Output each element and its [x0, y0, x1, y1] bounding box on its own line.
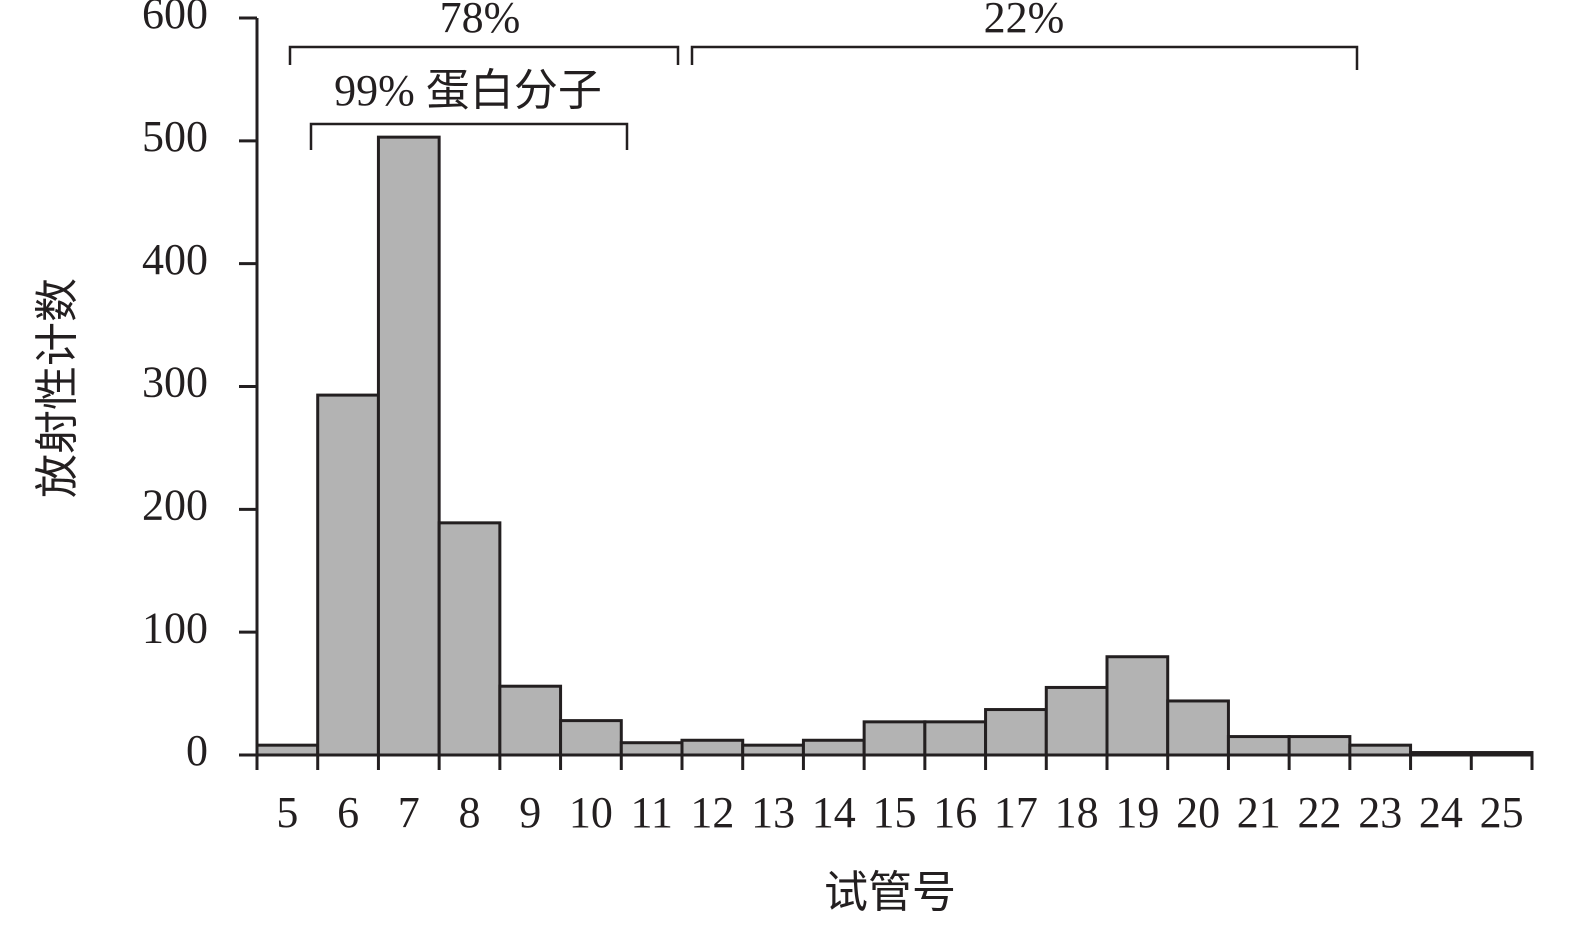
bar	[437, 521, 502, 757]
bar	[801, 738, 866, 757]
bar	[1287, 735, 1352, 757]
x-tick-label: 6	[337, 788, 359, 837]
y-tick-label: 500	[142, 112, 208, 161]
x-tick-label: 11	[630, 788, 672, 837]
x-tick-label: 12	[690, 788, 734, 837]
x-tick-label: 8	[459, 788, 481, 837]
bar	[1166, 699, 1230, 757]
y-axis-label: 放射性计数	[33, 278, 82, 498]
bar	[1105, 655, 1170, 757]
y-tick-label: 300	[142, 358, 208, 407]
annotation: 78%	[440, 0, 521, 42]
x-axis-label: 试管号	[824, 868, 956, 917]
x-tick-label: 23	[1358, 788, 1402, 837]
y-tick-label: 600	[142, 0, 208, 38]
x-tick-label: 17	[994, 788, 1038, 837]
y-tick-label: 100	[142, 603, 208, 652]
y-tick-label: 0	[186, 726, 208, 775]
x-tick-label: 16	[933, 788, 977, 837]
bar	[680, 738, 745, 757]
y-tick-label: 200	[142, 480, 208, 529]
x-tick-label: 14	[812, 788, 856, 837]
x-tick-label: 5	[276, 788, 298, 837]
bracket	[288, 45, 680, 65]
annotation: 99% 蛋白分子	[334, 66, 602, 115]
x-tick-label: 7	[398, 788, 420, 837]
bar	[923, 720, 988, 757]
x-tick-label: 25	[1480, 788, 1524, 837]
bar	[1044, 685, 1109, 757]
x-tick-label: 20	[1176, 788, 1220, 837]
x-tick-label: 19	[1115, 788, 1159, 837]
bar	[498, 684, 563, 757]
bar	[862, 720, 927, 757]
x-tick-label: 24	[1419, 788, 1463, 837]
x-tick-label: 9	[519, 788, 541, 837]
bar	[376, 135, 441, 757]
bar	[1226, 735, 1291, 757]
x-tick-label: 10	[569, 788, 613, 837]
bar	[619, 741, 684, 757]
annotation: 22%	[984, 0, 1065, 42]
bar	[559, 719, 623, 757]
bracket	[309, 122, 629, 150]
x-tick-label: 13	[751, 788, 795, 837]
y-tick-label: 400	[142, 235, 208, 284]
x-tick-label: 15	[873, 788, 917, 837]
x-tick-label: 22	[1298, 788, 1342, 837]
bar	[316, 393, 380, 757]
bar	[984, 708, 1048, 757]
bracket	[690, 45, 1359, 70]
x-tick-label: 21	[1237, 788, 1281, 837]
x-tick-label: 18	[1055, 788, 1099, 837]
